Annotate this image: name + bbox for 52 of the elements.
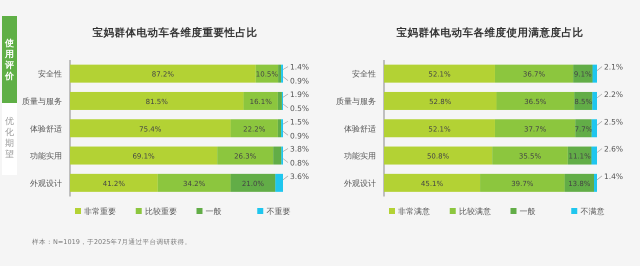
y-tick-label: 质量与服务 xyxy=(22,96,62,106)
bar xyxy=(230,119,278,138)
y-tick-label: 外观设计 xyxy=(30,178,62,188)
bar xyxy=(273,146,282,165)
bar xyxy=(230,174,276,192)
bar xyxy=(591,146,597,165)
bar xyxy=(384,119,495,138)
bar xyxy=(158,174,231,192)
bar xyxy=(70,174,158,192)
bar xyxy=(384,92,496,110)
bar xyxy=(384,64,495,83)
bar xyxy=(70,64,256,83)
bar xyxy=(496,92,574,110)
y-tick-label: 功能实用 xyxy=(344,152,376,161)
bar xyxy=(480,174,565,192)
legend-label: 不重要 xyxy=(266,207,290,216)
text: 优化期望 xyxy=(5,116,14,160)
legend-label: 非常满意 xyxy=(398,207,430,216)
y-tick-label: 功能实用 xyxy=(30,152,62,161)
bar xyxy=(494,119,576,138)
bar xyxy=(492,146,568,165)
bar xyxy=(275,174,283,192)
legend-label: 不满意 xyxy=(580,207,604,216)
bar xyxy=(70,92,244,110)
chart-title: 宝妈群体电动车各维度重要性占比 xyxy=(92,26,258,39)
y-tick-label: 外观设计 xyxy=(344,178,376,188)
y-tick-label: 体验舒适 xyxy=(344,124,376,134)
legend-label: 比较重要 xyxy=(144,207,177,216)
legend-label: 比较满意 xyxy=(458,207,491,216)
bar xyxy=(244,92,278,110)
bar xyxy=(70,146,218,165)
legend-label: 非常重要 xyxy=(84,207,116,216)
bar xyxy=(70,119,231,138)
chart-title: 宝妈群体电动车各维度使用满意度占比 xyxy=(396,26,584,39)
y-tick-label: 安全性 xyxy=(38,70,62,79)
bar xyxy=(594,174,597,192)
bar xyxy=(217,146,274,165)
bar xyxy=(384,174,480,192)
bar xyxy=(592,119,597,138)
bar xyxy=(278,119,282,138)
bar xyxy=(384,146,492,165)
bar xyxy=(278,92,282,110)
bar xyxy=(278,64,282,83)
y-tick-label: 安全性 xyxy=(352,70,376,79)
legend-label: 一般 xyxy=(206,207,222,216)
y-tick-label: 体验舒适 xyxy=(30,124,62,134)
bar xyxy=(592,64,597,83)
bar xyxy=(592,92,597,110)
text: 使用评价 xyxy=(4,38,15,82)
bar xyxy=(494,64,574,83)
legend-label: 一般 xyxy=(520,207,536,216)
y-tick-label: 质量与服务 xyxy=(336,96,376,106)
